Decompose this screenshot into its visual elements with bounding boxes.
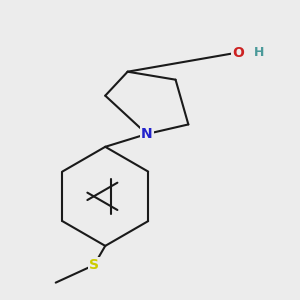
Text: H: H — [254, 46, 264, 59]
Text: N: N — [141, 127, 153, 141]
Text: S: S — [89, 258, 99, 272]
Text: O: O — [232, 46, 244, 59]
